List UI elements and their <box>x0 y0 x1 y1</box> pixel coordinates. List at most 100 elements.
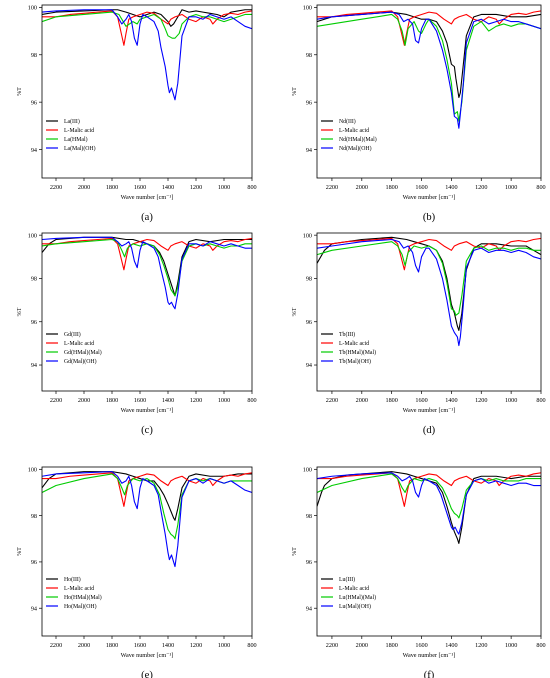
y-axis-label: %T <box>16 307 23 316</box>
y-tick-label: 100 <box>303 467 312 474</box>
x-tick-label: 1000 <box>218 397 230 404</box>
x-tick-label: 1600 <box>134 184 146 191</box>
series-line-0 <box>42 9 252 27</box>
x-tick-label: 1800 <box>106 397 118 404</box>
panel-label: (e) <box>141 670 153 678</box>
y-tick-label: 96 <box>31 319 37 326</box>
x-tick-label: 1600 <box>415 397 427 404</box>
legend-entry: Lu(Mal)(OH) <box>339 603 371 610</box>
x-tick-label: 1600 <box>134 397 146 404</box>
legend-entry: Gd(Mal)(OH) <box>64 358 97 365</box>
x-tick-label: 1600 <box>415 642 427 649</box>
x-axis-label: Wave number [cm⁻¹] <box>403 652 456 659</box>
series-lines <box>42 471 252 568</box>
x-tick-label: 1200 <box>475 642 487 649</box>
series-line-0 <box>317 236 541 331</box>
x-tick-label: 1200 <box>190 184 202 191</box>
x-tick-label: 2000 <box>78 642 90 649</box>
x-tick-label: 2000 <box>78 184 90 191</box>
legend-entry: Nd(III) <box>339 118 356 125</box>
x-tick-label: 1400 <box>162 184 174 191</box>
series-line-2 <box>317 13 541 122</box>
series-line-3 <box>42 471 252 568</box>
legend-entry: L-Malic acid <box>339 586 369 592</box>
legend-entry: L-Malic acid <box>64 341 94 347</box>
y-tick-label: 94 <box>31 362 37 369</box>
panel-label: (c) <box>141 425 153 436</box>
series-line-3 <box>42 236 252 310</box>
x-tick-label: 1400 <box>445 184 457 191</box>
series-line-2 <box>317 241 541 316</box>
y-axis-label: %T <box>291 547 298 556</box>
x-tick-label: 1200 <box>475 184 487 191</box>
y-tick-label: 98 <box>306 52 312 59</box>
y-tick-label: 94 <box>306 362 312 369</box>
x-tick-label: 2200 <box>50 642 62 649</box>
chart-panel-4: 2200 2000 1800 1600 1400 1200 1000 800 94 96 98 100… <box>16 467 257 678</box>
x-tick-label: 2200 <box>50 184 62 191</box>
y-tick-label: 96 <box>306 319 312 326</box>
x-tick-label: 800 <box>536 642 545 649</box>
legend: Tb(III) L-Malic acid Tb(HMal)(Mal) Tb(Mal)(… <box>321 331 376 365</box>
series-lines <box>42 236 252 310</box>
y-tick-label: 96 <box>31 559 37 566</box>
plot-frame <box>316 466 542 637</box>
x-tick-label: 2000 <box>356 184 368 191</box>
legend-entry: La(III) <box>64 118 80 125</box>
chart-panel-3: 2200 2000 1800 1600 1400 1200 1000 800 94 96 98 100… <box>291 232 546 436</box>
series-lines <box>317 236 541 347</box>
legend-entry: Ho(III) <box>64 576 81 583</box>
y-tick-label: 94 <box>306 147 312 154</box>
x-tick-label: 1800 <box>385 397 397 404</box>
x-tick-label: 1400 <box>162 642 174 649</box>
x-tick-label: 800 <box>536 397 545 404</box>
series-line-0 <box>317 11 541 98</box>
chart-panel-2: 2200 2000 1800 1600 1400 1200 1000 800 94 96 98 100… <box>16 232 257 436</box>
plot-frame <box>41 4 253 179</box>
plot-frame <box>316 232 542 392</box>
legend-entry: Lu(III) <box>339 576 355 583</box>
x-tick-label: 800 <box>247 397 256 404</box>
y-tick-label: 94 <box>306 605 312 612</box>
y-axis-label: %T <box>291 87 298 96</box>
legend-entry: Ho(Mal)(OH) <box>64 603 97 610</box>
legend-entry: Gd(III) <box>64 331 81 338</box>
plot-frame <box>41 466 253 637</box>
y-tick-label: 96 <box>306 99 312 106</box>
x-tick-label: 2200 <box>326 184 338 191</box>
x-tick-label: 2000 <box>78 397 90 404</box>
x-tick-label: 1600 <box>415 184 427 191</box>
plot-frame <box>41 232 253 392</box>
legend-entry: L-Malic acid <box>339 128 369 134</box>
panel-label: (b) <box>423 212 436 223</box>
x-tick-label: 1800 <box>106 184 118 191</box>
y-tick-label: 98 <box>306 276 312 283</box>
y-tick-label: 100 <box>303 232 312 239</box>
x-axis-label: Wave number [cm⁻¹] <box>403 194 456 201</box>
legend-entry: L-Malic acid <box>64 586 94 592</box>
x-tick-label: 1200 <box>475 397 487 404</box>
chart-panel-1: 2200 2000 1800 1600 1400 1200 1000 800 94 96 98 100… <box>291 5 546 223</box>
x-axis-label: Wave number [cm⁻¹] <box>121 652 174 659</box>
y-tick-label: 100 <box>28 232 37 239</box>
x-tick-label: 1600 <box>134 642 146 649</box>
series-line-1 <box>317 237 541 271</box>
x-tick-label: 1800 <box>106 642 118 649</box>
x-tick-label: 1000 <box>505 642 517 649</box>
legend-entry: La(Mal)(OH) <box>64 145 96 152</box>
x-tick-label: 1000 <box>505 397 517 404</box>
x-tick-label: 1000 <box>505 184 517 191</box>
legend-entry: Tb(III) <box>339 331 355 338</box>
legend: Lu(III) L-Malic acid Lu(HMal)(Mal) Lu(Mal)(… <box>321 576 376 610</box>
legend-entry: La(HMal) <box>64 136 88 143</box>
series-lines <box>317 471 541 544</box>
x-tick-label: 1800 <box>385 642 397 649</box>
y-tick-label: 98 <box>31 52 37 59</box>
legend-entry: L-Malic acid <box>339 341 369 347</box>
plot-frame <box>316 4 542 179</box>
chart-panel-5: 2200 2000 1800 1600 1400 1200 1000 800 94 96 98 100… <box>291 467 546 678</box>
panel-label: (f) <box>424 670 435 678</box>
chart-panel-0: 2200 2000 1800 1600 1400 1200 1000 800 94 96 98 100… <box>16 5 257 223</box>
